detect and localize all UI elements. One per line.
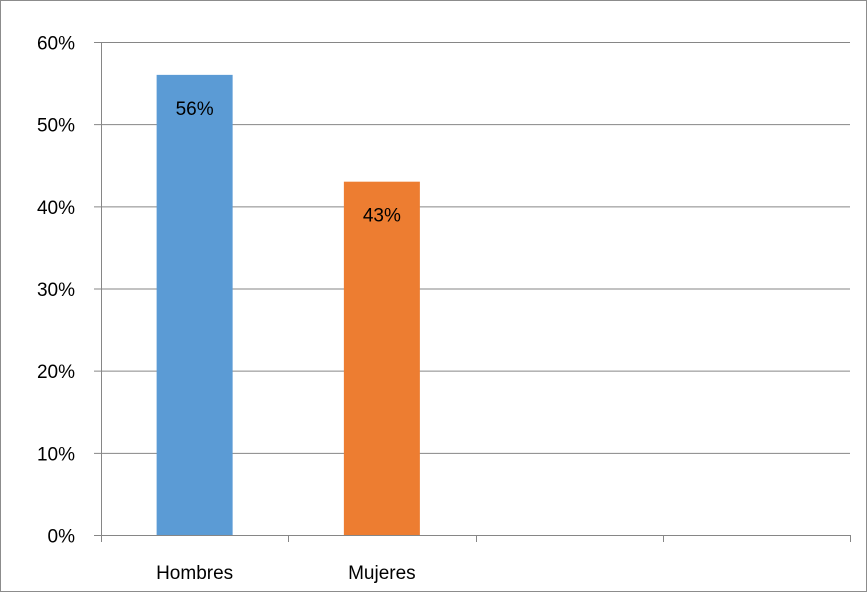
y-tick-label: 60%	[37, 34, 75, 55]
data-label: 56%	[176, 99, 214, 120]
y-tick-label: 30%	[37, 280, 75, 301]
bar-mujeres	[343, 181, 420, 535]
y-tick-label: 10%	[37, 444, 75, 465]
y-tick-label: 40%	[37, 198, 75, 219]
y-tick-label: 50%	[37, 116, 75, 137]
y-tick-label: 0%	[48, 527, 76, 548]
data-label: 43%	[363, 206, 401, 227]
bar-hombres	[156, 74, 233, 535]
y-tick-label: 20%	[37, 362, 75, 383]
x-category-label: Hombres	[156, 563, 233, 584]
x-category-label: Mujeres	[348, 563, 416, 584]
